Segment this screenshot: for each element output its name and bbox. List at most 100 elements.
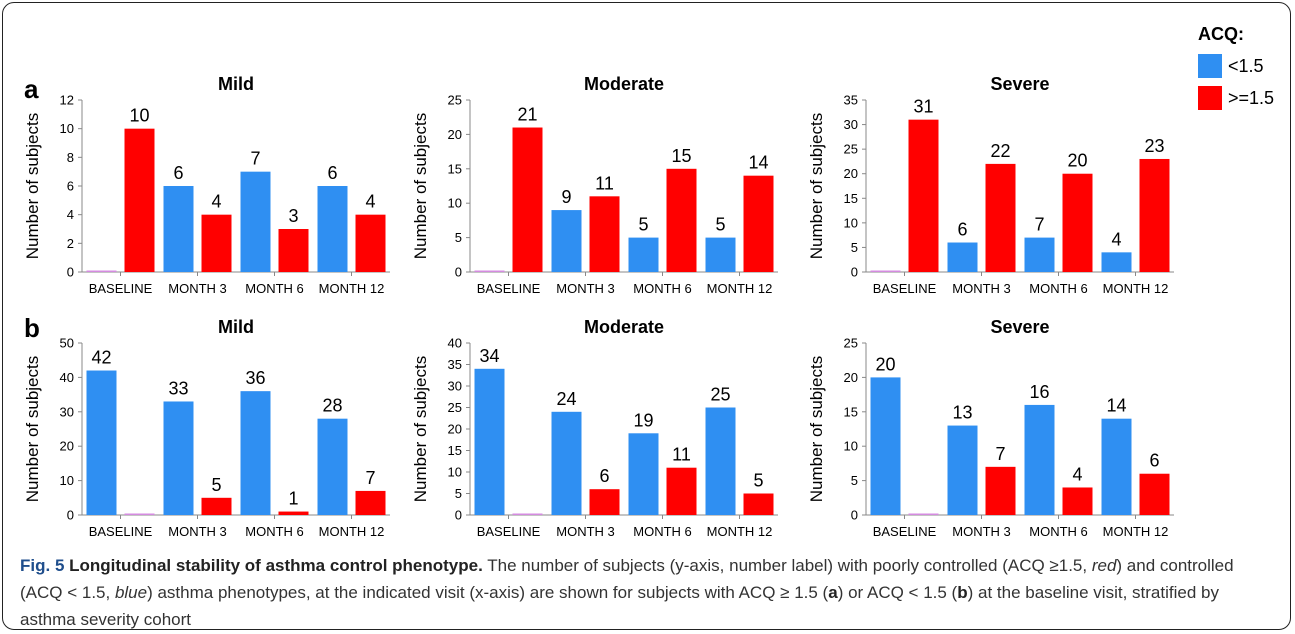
y-tick-label: 0 [455, 508, 462, 523]
x-tick-label: MONTH 6 [633, 281, 692, 296]
bar [1024, 404, 1055, 515]
bar [947, 425, 978, 515]
bar-zero [474, 270, 505, 272]
panel-letter: a [24, 74, 39, 104]
bar [1139, 473, 1170, 515]
bar-zero [86, 270, 117, 272]
y-tick-label: 20 [448, 422, 462, 437]
y-tick-label: 25 [844, 142, 858, 157]
bar-value-label: 33 [168, 378, 188, 398]
x-tick-label: MONTH 12 [319, 281, 385, 296]
y-tick-label: 30 [448, 379, 462, 394]
bar-value-label: 5 [715, 215, 725, 235]
bar [908, 119, 939, 273]
bar-value-label: 31 [913, 97, 933, 117]
bar [666, 467, 697, 515]
y-tick-label: 10 [448, 196, 462, 211]
bar [1024, 237, 1055, 272]
caption-part: a [828, 583, 838, 602]
bar [278, 511, 309, 515]
bar-value-label: 7 [365, 468, 375, 488]
x-tick-label: MONTH 3 [556, 281, 615, 296]
bar-value-label: 14 [1106, 396, 1126, 416]
y-tick-label: 35 [844, 93, 858, 108]
y-tick-label: 0 [455, 265, 462, 280]
bar-value-label: 16 [1029, 382, 1049, 402]
y-axis-label: Number of subjects [411, 113, 430, 259]
bar-value-label: 6 [1149, 451, 1159, 471]
y-tick-label: 25 [844, 336, 858, 351]
bar-value-label: 22 [990, 141, 1010, 161]
x-tick-label: MONTH 3 [168, 281, 227, 296]
bar [870, 377, 901, 515]
caption-body: The number of subjects (y-axis, number l… [20, 556, 1234, 629]
bar [743, 175, 774, 272]
y-tick-label: 30 [844, 117, 858, 132]
bar-value-label: 4 [1111, 229, 1121, 249]
y-tick-label: 10 [60, 121, 74, 136]
bar [1101, 418, 1132, 515]
x-tick-label: BASELINE [873, 281, 937, 296]
y-tick-label: 25 [448, 93, 462, 108]
bar [666, 168, 697, 272]
y-tick-label: 5 [455, 486, 462, 501]
chart-title: Moderate [584, 317, 664, 337]
bar-value-label: 34 [479, 346, 499, 366]
y-tick-label: 0 [851, 508, 858, 523]
y-tick-label: 15 [844, 191, 858, 206]
bar [985, 466, 1016, 515]
bar [589, 489, 620, 515]
bar [124, 128, 155, 272]
x-tick-label: MONTH 6 [245, 281, 304, 296]
bar [705, 237, 736, 272]
bar [985, 163, 1016, 272]
bar [705, 407, 736, 515]
y-tick-label: 5 [851, 473, 858, 488]
bar-value-label: 5 [211, 475, 221, 495]
y-tick-label: 0 [67, 265, 74, 280]
y-tick-label: 15 [448, 161, 462, 176]
y-tick-label: 10 [844, 439, 858, 454]
bar [1101, 252, 1132, 272]
bar [317, 186, 348, 272]
bar-value-label: 4 [1072, 464, 1082, 484]
bar-value-label: 24 [556, 389, 576, 409]
y-axis-label: Number of subjects [411, 356, 430, 502]
x-tick-label: MONTH 12 [707, 281, 773, 296]
x-tick-label: MONTH 3 [952, 281, 1011, 296]
chart-title: Severe [990, 317, 1049, 337]
y-axis-label: Number of subjects [807, 113, 826, 259]
bar-value-label: 6 [173, 163, 183, 183]
bar-value-label: 7 [250, 149, 260, 169]
bar-value-label: 6 [599, 466, 609, 486]
bar [947, 242, 978, 272]
x-tick-label: MONTH 3 [168, 524, 227, 539]
bar-value-label: 5 [753, 471, 763, 491]
bar-value-label: 13 [952, 403, 972, 423]
y-tick-label: 10 [60, 473, 74, 488]
caption-part: ) asthma phenotypes, at the indicated vi… [147, 583, 829, 602]
y-tick-label: 8 [67, 150, 74, 165]
bar-value-label: 3 [288, 206, 298, 226]
x-tick-label: MONTH 6 [245, 524, 304, 539]
x-tick-label: BASELINE [477, 281, 541, 296]
bar-value-label: 36 [245, 368, 265, 388]
bar-zero [124, 513, 155, 515]
y-tick-label: 0 [67, 508, 74, 523]
y-tick-label: 15 [844, 404, 858, 419]
legend-label: >=1.5 [1228, 88, 1274, 108]
bar [86, 370, 117, 515]
bar-value-label: 9 [561, 187, 571, 207]
bar [551, 210, 582, 272]
caption-fig-label: Fig. 5 [20, 556, 65, 575]
x-tick-label: BASELINE [873, 524, 937, 539]
x-tick-label: MONTH 12 [1103, 524, 1169, 539]
x-tick-label: MONTH 6 [1029, 524, 1088, 539]
x-tick-label: MONTH 12 [319, 524, 385, 539]
bar [474, 368, 505, 515]
y-tick-label: 2 [67, 236, 74, 251]
y-tick-label: 15 [448, 443, 462, 458]
bar [278, 229, 309, 272]
